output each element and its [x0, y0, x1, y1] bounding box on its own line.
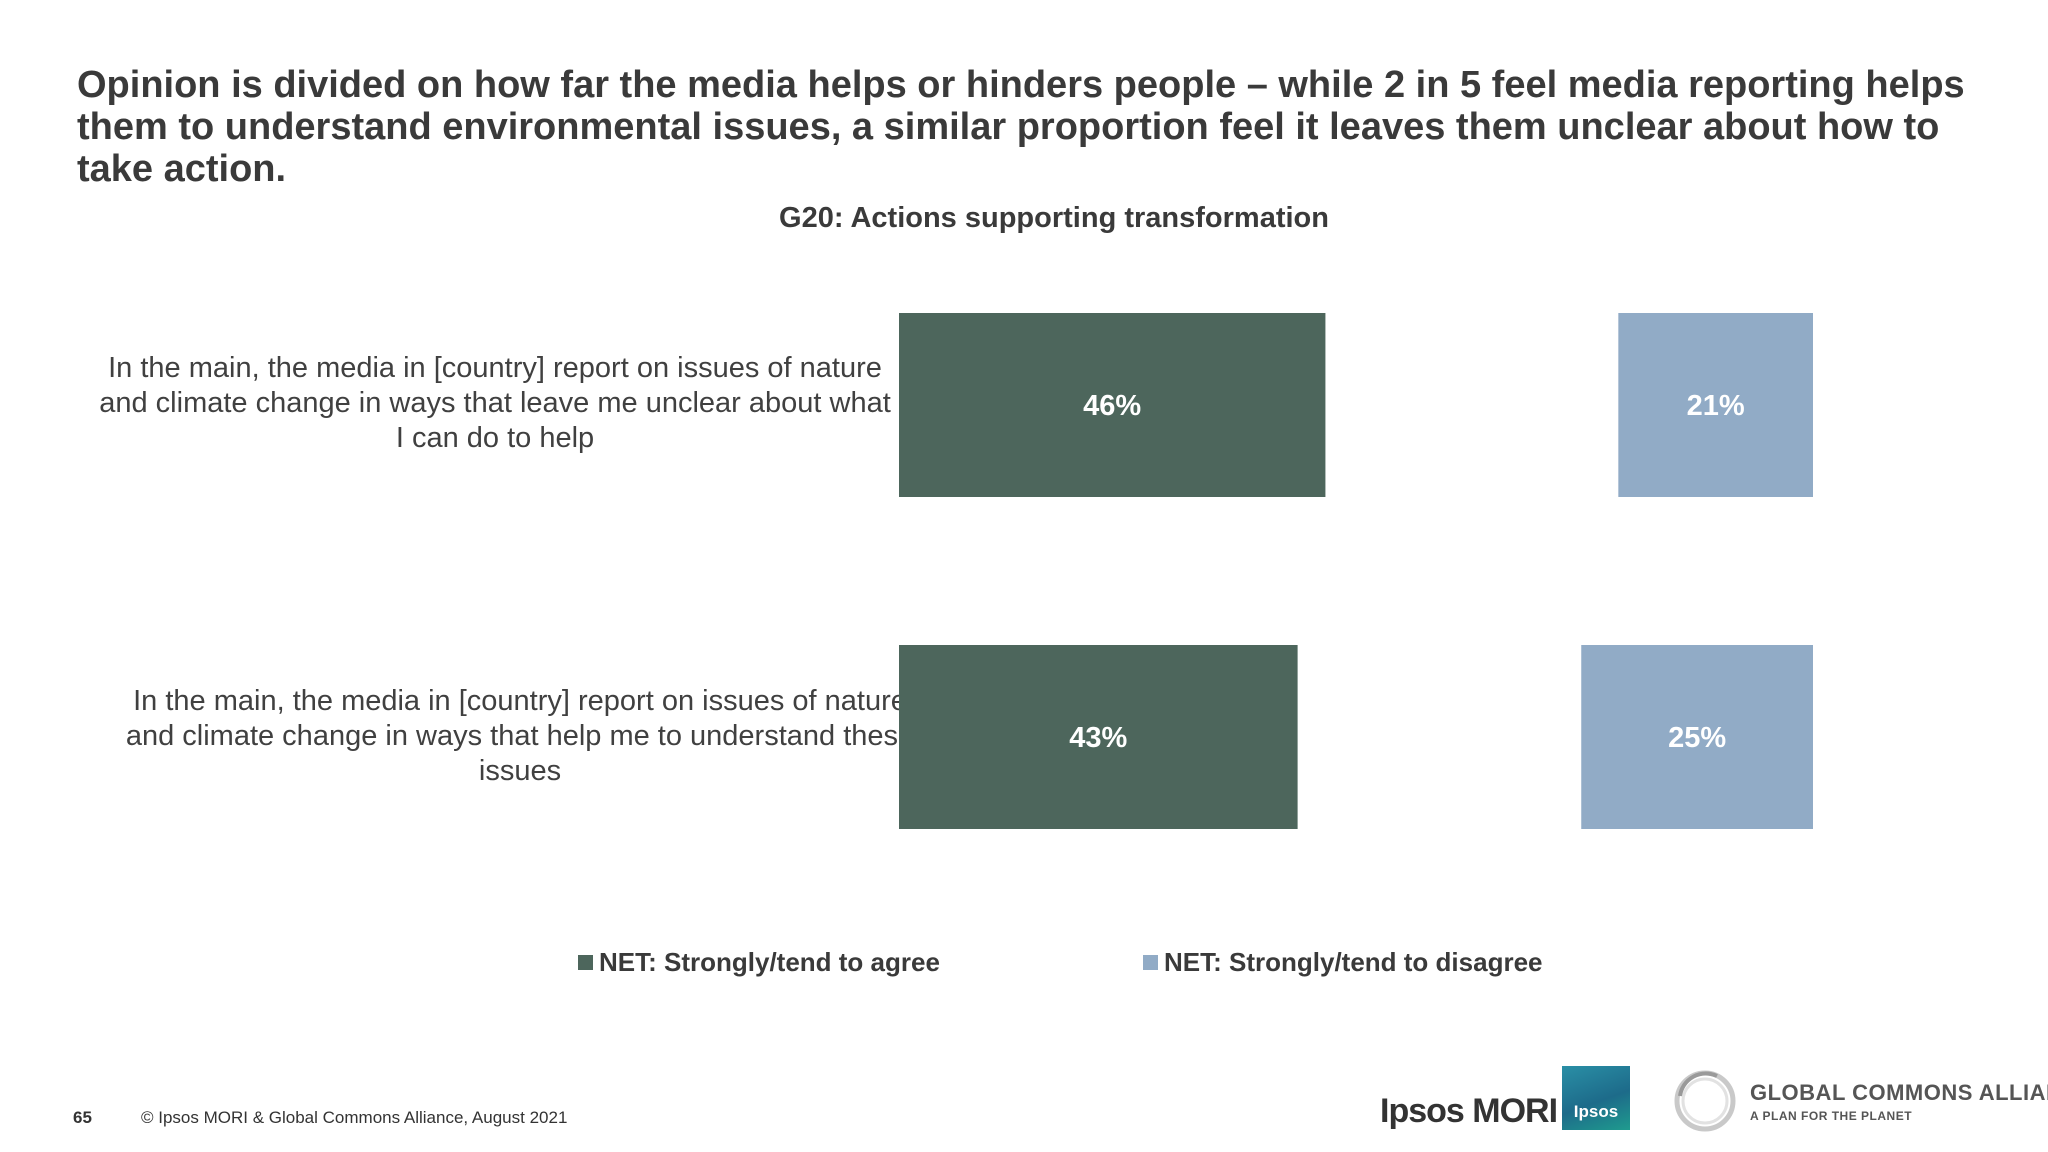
bar-agree-2: [899, 645, 1298, 829]
ipsos-logo: Ipsos: [1562, 1066, 1630, 1130]
bar-disagree-1: [1618, 313, 1813, 497]
data-label-disagree-2: 25%: [1668, 722, 1726, 754]
global-commons-alliance-logo: GLOBAL COMMONS ALLIANCE A PLAN FOR THE P…: [1672, 1066, 2048, 1138]
bar-agree-1: [899, 313, 1326, 497]
gca-ring-icon: [1674, 1070, 1736, 1132]
headline: Opinion is divided on how far the media …: [77, 64, 1965, 190]
data-label-disagree-1: 21%: [1687, 390, 1745, 422]
ipsos-logo-text: Ipsos: [1573, 1102, 1619, 1121]
legend-label-agree: NET: Strongly/tend to agree: [599, 947, 940, 977]
category-label-1: In the main, the media in [country] repo…: [99, 352, 891, 454]
data-label-agree-2: 43%: [1069, 722, 1127, 754]
legend-swatch-disagree: [1143, 955, 1158, 970]
bar-disagree-2: [1581, 645, 1813, 829]
page-number: 65: [73, 1108, 92, 1127]
ipsos-mori-logo: Ipsos MORI: [1380, 1092, 1558, 1130]
legend-item-disagree: NET: Strongly/tend to disagree: [1143, 947, 1543, 978]
gca-name: GLOBAL COMMONS ALLIANCE: [1750, 1080, 2048, 1105]
legend-swatch-agree: [578, 955, 593, 970]
gca-tagline: A PLAN FOR THE PLANET: [1750, 1109, 1913, 1123]
legend: NET: Strongly/tend to agree NET: Strongl…: [0, 947, 2048, 987]
category-label-2: In the main, the media in [country] repo…: [125, 685, 915, 787]
legend-label-disagree: NET: Strongly/tend to disagree: [1164, 947, 1543, 977]
legend-item-agree: NET: Strongly/tend to agree: [578, 947, 940, 978]
chart-title: G20: Actions supporting transformation: [779, 202, 1329, 234]
data-label-agree-1: 46%: [1083, 390, 1141, 422]
copyright-notice: © Ipsos MORI & Global Commons Alliance, …: [141, 1108, 568, 1127]
